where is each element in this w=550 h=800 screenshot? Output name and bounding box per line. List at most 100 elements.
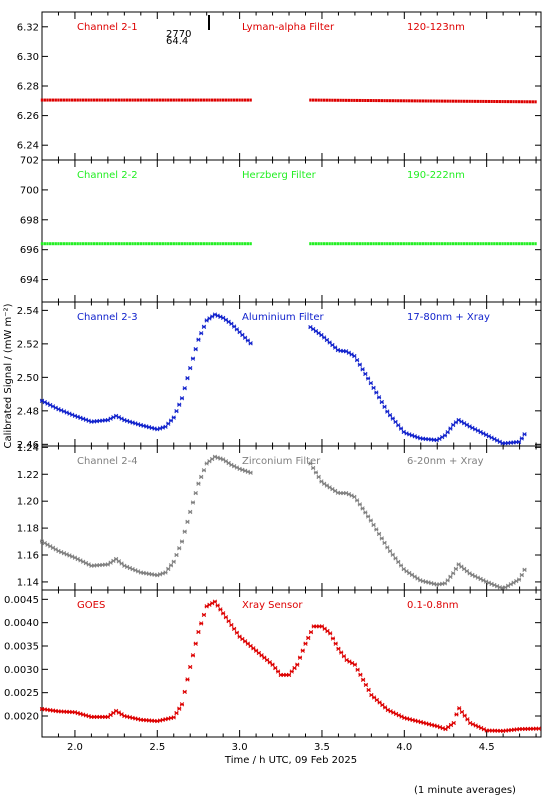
data-point bbox=[380, 99, 384, 103]
time-marker-line1: 2770 bbox=[166, 29, 191, 40]
data-point bbox=[112, 98, 115, 102]
data-point bbox=[504, 100, 507, 104]
data-point bbox=[171, 415, 176, 420]
data-point bbox=[498, 242, 502, 246]
filter-label: Aluminium Filter bbox=[242, 312, 325, 323]
data-point bbox=[451, 571, 456, 576]
data-point bbox=[188, 509, 193, 515]
data-point bbox=[183, 98, 186, 102]
data-point bbox=[164, 98, 167, 102]
data-point bbox=[221, 611, 226, 616]
data-point bbox=[459, 709, 465, 715]
data-point bbox=[199, 621, 204, 626]
data-point bbox=[219, 242, 222, 246]
data-point bbox=[241, 242, 244, 246]
data-point bbox=[43, 98, 46, 102]
data-series bbox=[309, 98, 537, 104]
data-point bbox=[106, 242, 110, 246]
data-point bbox=[231, 626, 237, 632]
data-point bbox=[388, 242, 392, 246]
data-point bbox=[216, 98, 219, 102]
data-point bbox=[528, 100, 532, 104]
data-point bbox=[114, 242, 118, 246]
data-point bbox=[353, 242, 356, 246]
data-point bbox=[194, 242, 197, 246]
data-point bbox=[168, 563, 174, 568]
data-point bbox=[360, 677, 366, 682]
data-point bbox=[190, 500, 196, 505]
data-point bbox=[495, 242, 499, 246]
data-point bbox=[387, 548, 393, 554]
data-point bbox=[350, 242, 353, 246]
data-point bbox=[460, 242, 463, 246]
data-point bbox=[454, 712, 459, 717]
y-tick-label: 6.32 bbox=[17, 22, 39, 33]
data-point bbox=[465, 242, 469, 246]
data-point bbox=[169, 242, 173, 246]
data-point bbox=[365, 514, 371, 519]
data-point bbox=[363, 510, 368, 515]
data-point bbox=[350, 98, 353, 102]
data-point bbox=[43, 242, 46, 246]
data-point bbox=[528, 242, 532, 246]
data-point bbox=[54, 98, 57, 102]
data-point bbox=[73, 98, 77, 102]
y-tick-label: 696 bbox=[20, 245, 39, 256]
data-point bbox=[361, 242, 364, 246]
data-point bbox=[501, 242, 504, 246]
data-point bbox=[375, 99, 378, 103]
data-point bbox=[95, 242, 99, 246]
data-point bbox=[180, 98, 184, 102]
data-point bbox=[205, 98, 208, 102]
data-point bbox=[390, 552, 395, 557]
data-point bbox=[213, 242, 217, 246]
data-point bbox=[517, 242, 521, 246]
y-tick-label: 1.24 bbox=[17, 443, 39, 454]
data-point bbox=[227, 98, 230, 102]
data-point bbox=[402, 242, 405, 246]
data-point bbox=[311, 242, 315, 246]
data-point bbox=[79, 98, 82, 102]
y-tick-label: 1.22 bbox=[17, 470, 39, 481]
data-point bbox=[427, 242, 430, 246]
data-point bbox=[377, 242, 381, 246]
data-point bbox=[451, 720, 456, 726]
y-tick-label: 2.54 bbox=[17, 306, 39, 317]
data-point bbox=[325, 242, 329, 246]
data-point bbox=[457, 706, 462, 711]
data-point bbox=[153, 242, 156, 246]
data-point bbox=[385, 545, 390, 550]
data-point bbox=[372, 99, 375, 103]
data-point bbox=[397, 99, 400, 103]
data-point bbox=[197, 242, 200, 246]
data-point bbox=[248, 341, 253, 346]
data-point bbox=[224, 98, 228, 102]
data-point bbox=[320, 242, 323, 246]
data-point bbox=[185, 677, 190, 682]
data-point bbox=[421, 242, 425, 246]
data-point bbox=[372, 242, 375, 246]
data-point bbox=[358, 242, 362, 246]
data-point bbox=[342, 98, 345, 102]
data-point bbox=[479, 242, 482, 246]
data-point bbox=[451, 242, 455, 246]
data-point bbox=[202, 98, 206, 102]
data-point bbox=[523, 242, 526, 246]
data-point bbox=[427, 99, 430, 103]
filter-label: Zirconium Filter bbox=[242, 456, 321, 467]
data-point bbox=[330, 636, 336, 641]
data-point bbox=[134, 98, 137, 102]
data-point bbox=[504, 242, 507, 246]
data-point bbox=[303, 641, 308, 646]
data-point bbox=[416, 242, 419, 246]
data-point bbox=[399, 242, 403, 246]
data-point bbox=[46, 242, 49, 246]
data-point bbox=[398, 426, 404, 431]
data-point bbox=[449, 99, 452, 103]
data-point bbox=[158, 242, 162, 246]
y-tick-label: 0.0045 bbox=[4, 595, 39, 606]
data-point bbox=[196, 337, 201, 342]
data-point bbox=[212, 599, 218, 604]
data-point bbox=[167, 98, 170, 102]
data-point bbox=[246, 242, 250, 246]
